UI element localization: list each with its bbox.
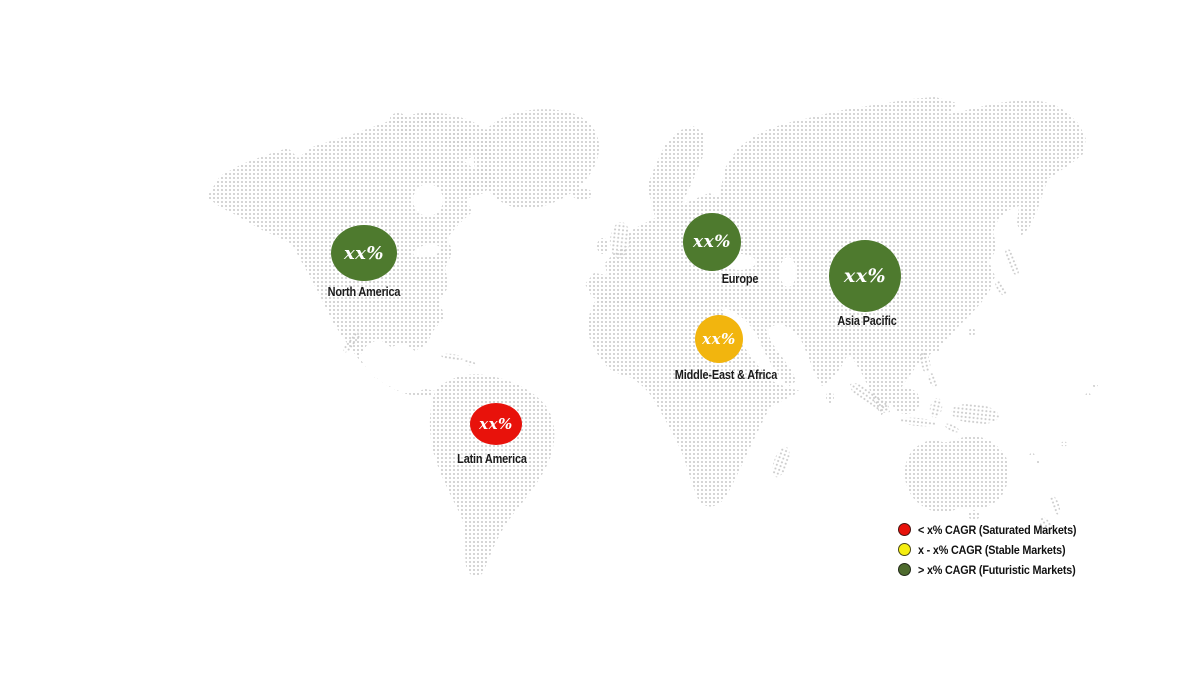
islands-philippines — [919, 351, 931, 373]
region-label-north-america: North America — [327, 284, 401, 299]
region-value-asia-pacific: xx% — [843, 265, 887, 287]
islands-canadian-arctic — [460, 178, 480, 192]
island-new-zealand — [1049, 495, 1061, 515]
region-label-asia-pacific: Asia Pacific — [837, 313, 897, 328]
islands-canadian-arctic — [418, 113, 442, 127]
islands-pacific — [1035, 461, 1041, 465]
region-label-europe: Europe — [721, 271, 759, 286]
island-new-guinea — [951, 403, 999, 425]
island-sumatra — [849, 383, 891, 413]
legend-label-futuristic: > x% CAGR (Futuristic Markets) — [918, 562, 1076, 577]
islands-canadian-arctic — [398, 124, 418, 136]
islands-canadian-arctic — [444, 130, 472, 150]
island-borneo — [892, 388, 920, 414]
legend-item-stable-markets: x - x% CAGR (Stable Markets) — [898, 542, 1094, 557]
islands-canadian-arctic — [438, 160, 458, 176]
region-bubble-asia-pacific: xx% — [829, 240, 901, 312]
region-value-latin-america: xx% — [479, 415, 513, 433]
region-value-europe: xx% — [693, 232, 731, 252]
island-japan — [995, 280, 1007, 296]
caspian-sea — [780, 257, 796, 287]
island-madagascar — [772, 446, 790, 478]
islands-philippines — [928, 373, 938, 387]
islands-pacific — [1085, 393, 1091, 397]
region-value-middle-east-africa: xx% — [702, 330, 736, 348]
legend-label-stable: x - x% CAGR (Stable Markets) — [918, 542, 1066, 557]
legend-label-saturated: < x% CAGR (Saturated Markets) — [918, 522, 1077, 537]
islands-pacific — [1029, 453, 1035, 457]
legend-dot-futuristic — [898, 563, 911, 576]
legend-dot-saturated — [898, 523, 911, 536]
legend-dot-stable — [898, 543, 911, 556]
region-bubble-latin-america: xx% — [470, 403, 522, 445]
islands-pacific — [1092, 383, 1098, 387]
continent-south-america — [429, 374, 555, 577]
region-label-latin-america: Latin America — [457, 451, 527, 466]
islands-caribbean — [464, 360, 476, 366]
island-great-britain — [609, 222, 631, 258]
peninsula-baja — [343, 331, 361, 353]
cagr-legend: < x% CAGR (Saturated Markets) x - x% CAG… — [898, 523, 1094, 583]
islands-pacific — [1061, 441, 1067, 447]
island-iceland — [572, 188, 592, 200]
islands-caribbean — [441, 353, 463, 361]
island-hainan — [934, 346, 940, 352]
continent-australia — [904, 436, 1009, 513]
legend-item-futuristic-markets: > x% CAGR (Futuristic Markets) — [898, 562, 1094, 577]
legend-item-saturated-markets: < x% CAGR (Saturated Markets) — [898, 522, 1094, 537]
island-japan — [1005, 248, 1019, 276]
region-label-middle-east-africa: Middle-East & Africa — [674, 367, 778, 382]
region-value-north-america: xx% — [343, 242, 385, 264]
region-bubble-europe: xx% — [683, 213, 741, 271]
continent-africa — [587, 292, 801, 507]
region-bubble-north-america: xx% — [331, 225, 397, 281]
island-tasmania — [968, 510, 980, 520]
island-java — [900, 417, 936, 427]
island-sulawesi — [929, 398, 943, 418]
island-greenland — [473, 109, 600, 209]
island-timor — [944, 423, 960, 433]
hudson-bay — [413, 184, 443, 216]
island-new-zealand — [1039, 516, 1053, 536]
islands-canadian-arctic — [390, 113, 406, 123]
island-sri-lanka — [826, 391, 834, 403]
island-taiwan — [969, 327, 975, 337]
region-bubble-middle-east-africa: xx% — [695, 315, 743, 363]
great-lakes — [413, 244, 441, 258]
island-ireland — [597, 238, 609, 254]
